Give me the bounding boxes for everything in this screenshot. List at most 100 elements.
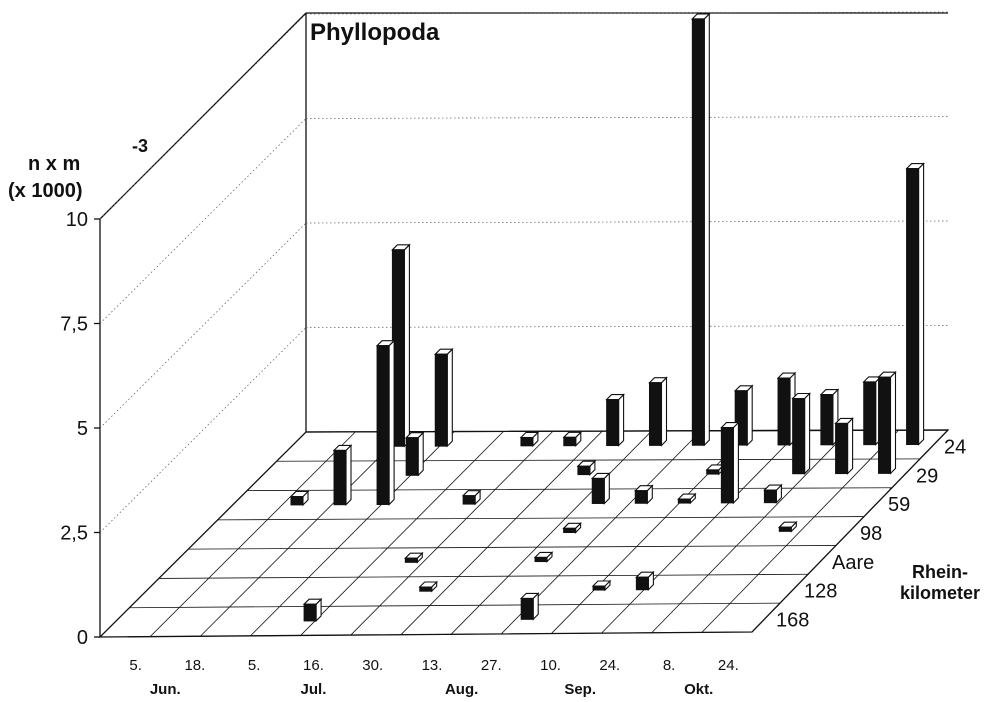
bar-front	[563, 436, 577, 447]
bar-59-11	[720, 421, 740, 505]
floor-column-line	[601, 430, 801, 634]
depth-tick-label: 59	[888, 494, 910, 516]
bar-side	[889, 370, 897, 475]
bar-side	[732, 421, 739, 505]
bar-side	[918, 162, 925, 446]
chart-bars	[289, 12, 925, 623]
month-label: Sep.	[564, 681, 596, 698]
bar-front	[404, 557, 418, 563]
chart-walls	[94, 12, 949, 638]
month-label: Aug.	[445, 681, 478, 698]
x-tick-label: 27.	[481, 657, 502, 674]
bar-front	[878, 376, 892, 474]
depth-axis-title-unit: kilometer	[900, 583, 980, 603]
left-wall-gridline	[99, 118, 307, 324]
bar-24-9	[690, 12, 711, 447]
left-wall-gridline	[99, 327, 307, 533]
y-tick-label: 10	[66, 209, 88, 231]
x-tick-label: 18.	[184, 657, 205, 674]
y-tick-label: 0	[77, 627, 88, 649]
y-tick-label: 2,5	[60, 523, 88, 545]
bar-front	[591, 477, 605, 504]
bar-front	[820, 394, 834, 446]
bar-59-12	[763, 483, 783, 505]
bar-24-3	[433, 347, 454, 448]
floor-column-line	[350, 430, 554, 636]
floor-column-line	[200, 431, 406, 637]
bar-front	[906, 168, 920, 446]
bar-59-8	[590, 472, 611, 505]
bar-front	[434, 353, 448, 447]
bar-side	[345, 444, 352, 507]
chart-title: Phyllopoda	[310, 19, 440, 46]
bar-29-14	[877, 370, 897, 475]
chart-floor-grid	[98, 429, 950, 638]
left-wall-gridline	[99, 13, 307, 220]
bar-side	[847, 417, 854, 475]
bar-front	[419, 586, 433, 592]
depth-tick-label: 98	[860, 523, 882, 545]
x-tick-label: 30.	[362, 657, 383, 674]
y-axis-label: n x m	[28, 153, 80, 175]
bar-59-1	[289, 490, 310, 507]
floor-column-line	[701, 429, 899, 633]
bar-side	[388, 339, 395, 506]
bar-side	[660, 376, 668, 447]
bar-front	[405, 437, 419, 476]
x-tick-label: 24.	[718, 657, 739, 674]
bar-side	[446, 347, 453, 448]
bar-Aare-5	[403, 551, 424, 564]
bar-front	[863, 381, 877, 446]
depth-tick-label: 168	[776, 610, 809, 632]
floor-column-line	[450, 430, 652, 635]
bar-front	[792, 397, 806, 475]
bar-128-10	[591, 579, 612, 592]
bar-side	[703, 12, 710, 447]
bar-24-5	[519, 431, 540, 448]
floor-column-line	[149, 431, 356, 637]
bar-168-9	[519, 592, 540, 621]
depth-tick-label: 128	[804, 581, 837, 603]
bar-front	[635, 576, 649, 591]
floor-outline	[98, 429, 950, 638]
bar-side	[618, 393, 625, 447]
bar-24-11	[776, 371, 797, 447]
floor-row-line	[158, 573, 809, 579]
x-tick-label: 5.	[129, 657, 142, 674]
depth-tick-label: Aare	[832, 552, 874, 574]
bar-side	[804, 392, 811, 476]
bar-98-8	[562, 521, 582, 534]
bar-59-3	[375, 339, 396, 506]
bar-front	[720, 427, 734, 504]
bar-front	[577, 465, 591, 476]
y-gridlines	[99, 11, 949, 533]
bar-29-13	[834, 417, 854, 475]
month-label: Jun.	[150, 681, 181, 698]
bar-front	[777, 377, 791, 446]
month-label: Okt.	[684, 681, 713, 698]
y-tick-label: 7,5	[60, 314, 88, 336]
bar-side	[403, 243, 410, 448]
bar-front	[835, 422, 849, 475]
month-label: Jul.	[301, 681, 327, 698]
bar-59-10	[676, 492, 697, 505]
floor-column-line	[551, 430, 751, 634]
bar-front	[763, 489, 777, 504]
bar-front	[462, 495, 476, 505]
bar-front	[520, 436, 534, 447]
bar-24-8	[648, 376, 668, 447]
bar-front	[563, 527, 577, 534]
bar-98-13	[777, 520, 798, 533]
floor-row-line	[129, 602, 781, 609]
x-tick-label: 5.	[248, 657, 261, 674]
bar-front	[592, 585, 606, 591]
bar-side	[417, 431, 424, 477]
x-tick-label: 8.	[663, 657, 676, 674]
floor-column-line	[400, 430, 603, 635]
floor-row-line	[276, 458, 921, 462]
bar-front	[634, 490, 648, 504]
depth-axis-title: Rhein-	[912, 562, 968, 582]
bar-59-5	[461, 489, 482, 506]
bar-front	[778, 526, 792, 532]
